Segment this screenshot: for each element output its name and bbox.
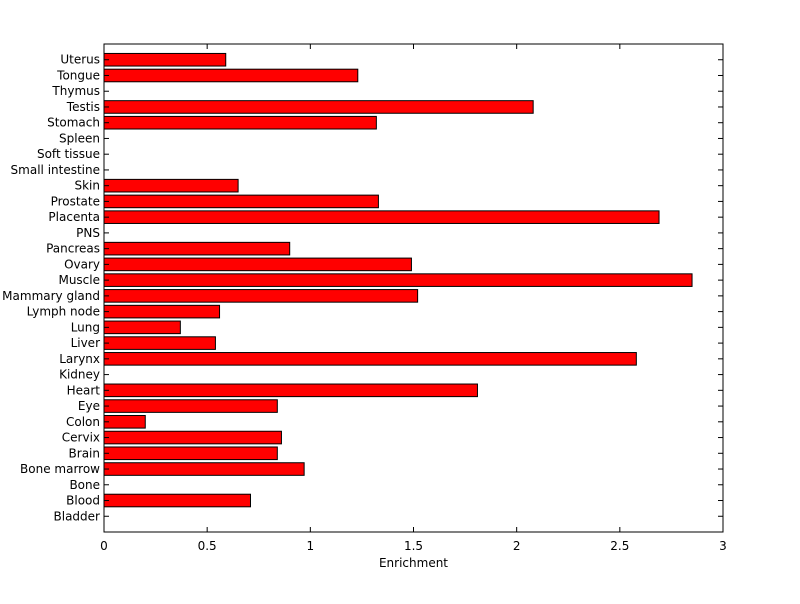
- category-label: Larynx: [59, 352, 100, 366]
- category-label: Small intestine: [11, 163, 100, 177]
- x-tick-labels: 0 0.5 1 1.5 2 2.5 3: [100, 539, 727, 553]
- category-label: Bone: [69, 478, 100, 492]
- category-label: Pancreas: [46, 242, 100, 256]
- category-label: Cervix: [62, 431, 100, 445]
- bar-mammary-gland: [103, 289, 419, 303]
- category-label: Uterus: [60, 53, 100, 67]
- bar-muscle: [103, 273, 693, 287]
- x-tick-label: 1: [307, 539, 315, 553]
- x-axis-label: Enrichment: [379, 556, 448, 570]
- category-label: Bladder: [54, 509, 101, 523]
- category-label: Tongue: [56, 68, 100, 82]
- bar-heart: [103, 383, 478, 398]
- category-label: Prostate: [51, 194, 100, 208]
- bar-pancreas: [103, 241, 291, 256]
- bar-bone-marrow: [103, 462, 305, 476]
- category-label: Ovary: [64, 257, 100, 271]
- category-label: Stomach: [47, 116, 100, 130]
- category-label: Colon: [66, 415, 100, 429]
- bar-lymph-node: [103, 304, 221, 319]
- category-label: PNS: [76, 226, 100, 240]
- bar-placenta: [103, 210, 660, 224]
- x-tick-label: 1.5: [404, 539, 423, 553]
- bar-skin: [103, 178, 239, 193]
- x-tick-label: 3: [719, 539, 727, 553]
- category-label: Lymph node: [27, 305, 100, 319]
- axes-frame: [103, 43, 724, 533]
- category-label: Lung: [71, 320, 100, 334]
- x-tick-label: 0.5: [198, 539, 217, 553]
- category-label: Thymus: [51, 84, 100, 98]
- bar-brain: [103, 446, 278, 461]
- bar-prostate: [103, 194, 379, 209]
- bar-tongue: [103, 68, 359, 83]
- category-label: Brain: [69, 446, 100, 460]
- x-tick-label: 2.5: [610, 539, 629, 553]
- bars-group: [103, 52, 693, 508]
- category-label: Placenta: [48, 210, 100, 224]
- bar-colon: [103, 415, 146, 429]
- bar-ovary: [103, 257, 412, 272]
- category-label: Mammary gland: [2, 289, 100, 303]
- category-label: Bone marrow: [20, 462, 100, 476]
- category-label: Muscle: [58, 273, 100, 287]
- bar-cervix: [103, 430, 282, 445]
- bar-testis: [103, 100, 534, 114]
- category-label: Spleen: [59, 131, 100, 145]
- category-label: Eye: [78, 399, 100, 413]
- bar-uterus: [103, 52, 227, 67]
- bar-eye: [103, 399, 278, 413]
- category-label: Kidney: [59, 368, 100, 382]
- category-label: Skin: [74, 179, 100, 193]
- bar-larynx: [103, 352, 637, 366]
- bar-blood: [103, 493, 251, 508]
- category-label: Testis: [66, 100, 100, 114]
- x-tick-label: 2: [513, 539, 521, 553]
- x-tick-label: 0: [100, 539, 108, 553]
- category-label: Soft tissue: [37, 147, 100, 161]
- category-label: Blood: [66, 494, 100, 508]
- bar-stomach: [103, 115, 377, 130]
- bar-liver: [103, 336, 216, 350]
- category-label: Heart: [67, 383, 101, 397]
- bar-lung: [103, 320, 181, 335]
- category-label: Liver: [71, 336, 101, 350]
